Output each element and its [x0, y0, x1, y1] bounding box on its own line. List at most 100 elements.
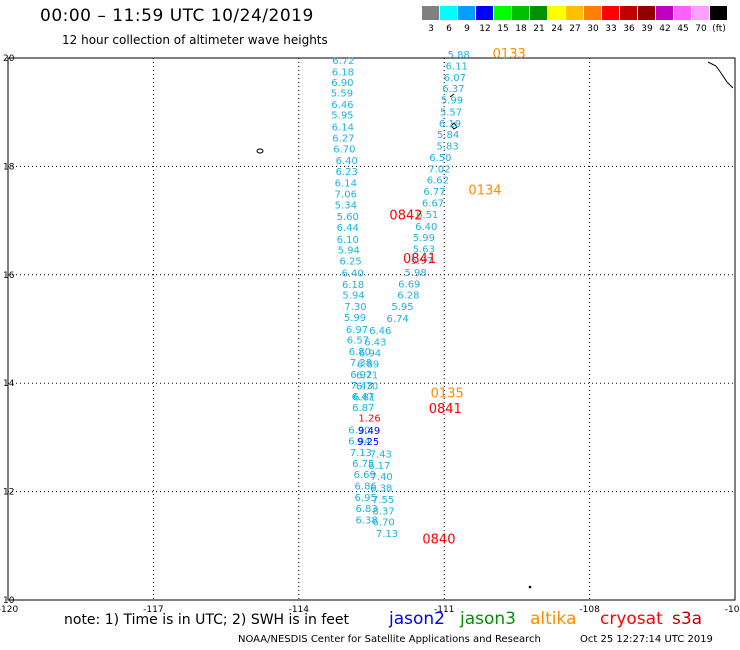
wave-height-value: 6.47 [352, 392, 374, 403]
map-frame [7, 57, 736, 601]
wave-height-value: 5.95 [331, 111, 353, 122]
lon-tick-label: -105 [725, 605, 740, 615]
wave-height-value: 5.88 [448, 50, 470, 61]
wave-height-value: 6.70 [333, 144, 355, 155]
wave-height-value: 6.51 [416, 210, 438, 221]
chart-subtitle: 12 hour collection of altimeter wave hei… [62, 33, 328, 47]
wave-height-value: 6.92 [350, 370, 372, 381]
legend-swatch [566, 6, 583, 20]
pass-time-label: 0841 [429, 402, 462, 417]
legend-swatch [548, 6, 565, 20]
wave-height-value: 6.75 [352, 459, 374, 470]
wave-height-value: 7.43 [370, 449, 392, 460]
wave-height-value: 6.11 [446, 61, 468, 72]
wave-height-value: 6.10 [337, 235, 359, 246]
lat-tick-label: 12 [3, 488, 14, 498]
legend-label: 21 [533, 24, 545, 34]
legend-unit: (ft) [712, 24, 726, 34]
wave-height-value: 7.13 [350, 448, 372, 459]
legend-label: 18 [515, 24, 527, 34]
wave-height-value: 6.18 [332, 67, 354, 78]
wave-height-value: 6.87 [352, 403, 374, 414]
legend-swatch [440, 6, 457, 20]
wave-height-value: 6.40 [415, 222, 437, 233]
lat-tick-label: 18 [3, 162, 15, 172]
wave-height-value: 6.90 [348, 426, 370, 437]
wave-height-value: 6.77 [423, 187, 445, 198]
wave-height-value: 6.90 [331, 78, 353, 89]
wave-height-value: 5.98 [404, 268, 426, 279]
wave-height-value: 6.14 [335, 178, 357, 189]
wave-height-value: 6.28 [397, 291, 419, 302]
units-note: note: 1) Time is in UTC; 2) SWH is in fe… [64, 612, 350, 628]
legend-swatch [602, 6, 619, 20]
island-icon [449, 93, 455, 98]
wave-height-value: 6.18 [342, 280, 364, 291]
wave-height-value: 5.99 [413, 233, 435, 244]
wave-height-value: 6.07 [444, 73, 466, 84]
wave-height-value: 5.84 [437, 130, 459, 141]
legend-label: 42 [659, 24, 671, 34]
wave-height-value: 6.23 [336, 167, 358, 178]
wave-height-value: 6.69 [354, 470, 376, 481]
legend-label: 27 [569, 24, 581, 34]
legend-swatch [584, 6, 601, 20]
pass-time-label: 0135 [431, 386, 464, 401]
legend-swatch [458, 6, 475, 20]
lon-tick-label: -111 [434, 605, 454, 615]
generated-timestamp: Oct 25 12:27:14 UTC 2019 [580, 634, 713, 645]
legend-swatch [710, 6, 727, 20]
legend-label: 33 [605, 24, 617, 34]
wave-height-value: 5.95 [391, 302, 413, 313]
wave-height-value: 7.02 [428, 164, 450, 175]
wave-height-value: 7.55 [372, 495, 394, 506]
legend-swatch [620, 6, 637, 20]
legend-swatch [476, 6, 493, 20]
legend-swatch [692, 6, 709, 20]
wave-height-value: 6.40 [336, 156, 358, 167]
wave-height-value: 6.70 [356, 382, 378, 393]
wave-height-value: 5.59 [331, 88, 353, 99]
lat-tick-label: 20 [3, 54, 15, 64]
wave-height-value: 5.97 [411, 256, 433, 267]
map-border [7, 57, 736, 601]
legend-swatch [512, 6, 529, 20]
wave-height-value: 6.25 [340, 257, 362, 268]
wave-height-value: 6.19 [439, 119, 461, 130]
axis-ticks: -120 -117 -114 -111 -108 -105 20 18 16 14 12 10 [0, 54, 740, 615]
wave-height-value: 6.80 [349, 347, 371, 358]
wave-height-value: 5.63 [413, 245, 435, 256]
legend-label: 70 [695, 24, 707, 34]
pass-time-label: 0840 [422, 533, 455, 548]
wave-height-value: 6.89 [357, 359, 379, 370]
legend-label: 45 [677, 24, 689, 34]
wave-height-value: 6.57 [347, 336, 369, 347]
lat-tick-label: 10 [3, 596, 15, 606]
wave-height-value: 6.72 [332, 56, 354, 67]
legend-swatch [674, 6, 691, 20]
wave-height-value: 6.14 [332, 123, 354, 134]
pass-time-label: 0134 [468, 184, 501, 199]
wave-height-value: 7.43 [351, 381, 373, 392]
wave-height-value: 1.26 [358, 414, 380, 425]
wave-height-value: 6.69 [398, 279, 420, 290]
wave-height-value: 6.46 [331, 100, 353, 111]
wave-height-value: 6.43 [364, 337, 386, 348]
legend-label: 30 [587, 24, 599, 34]
wave-height-value: 6.95 [355, 493, 377, 504]
wave-height-value: 7.13 [376, 529, 398, 540]
wave-height-value: 7.40 [371, 472, 393, 483]
wave-height-value: 6.17 [368, 461, 390, 472]
wave-height-value: 6.27 [332, 133, 354, 144]
wave-height-value: 6.83 [356, 504, 378, 515]
legend-swatch [422, 6, 439, 20]
island-icon [528, 585, 532, 589]
wave-height-observations: 6.726.186.905.596.465.956.146.276.706.40… [331, 50, 470, 540]
legend-label: 39 [641, 24, 653, 34]
wave-height-value: 5.57 [440, 107, 462, 118]
legend-label: 15 [497, 24, 509, 34]
satellite-altika: altika [530, 609, 577, 629]
lon-tick-label: -117 [143, 605, 163, 615]
